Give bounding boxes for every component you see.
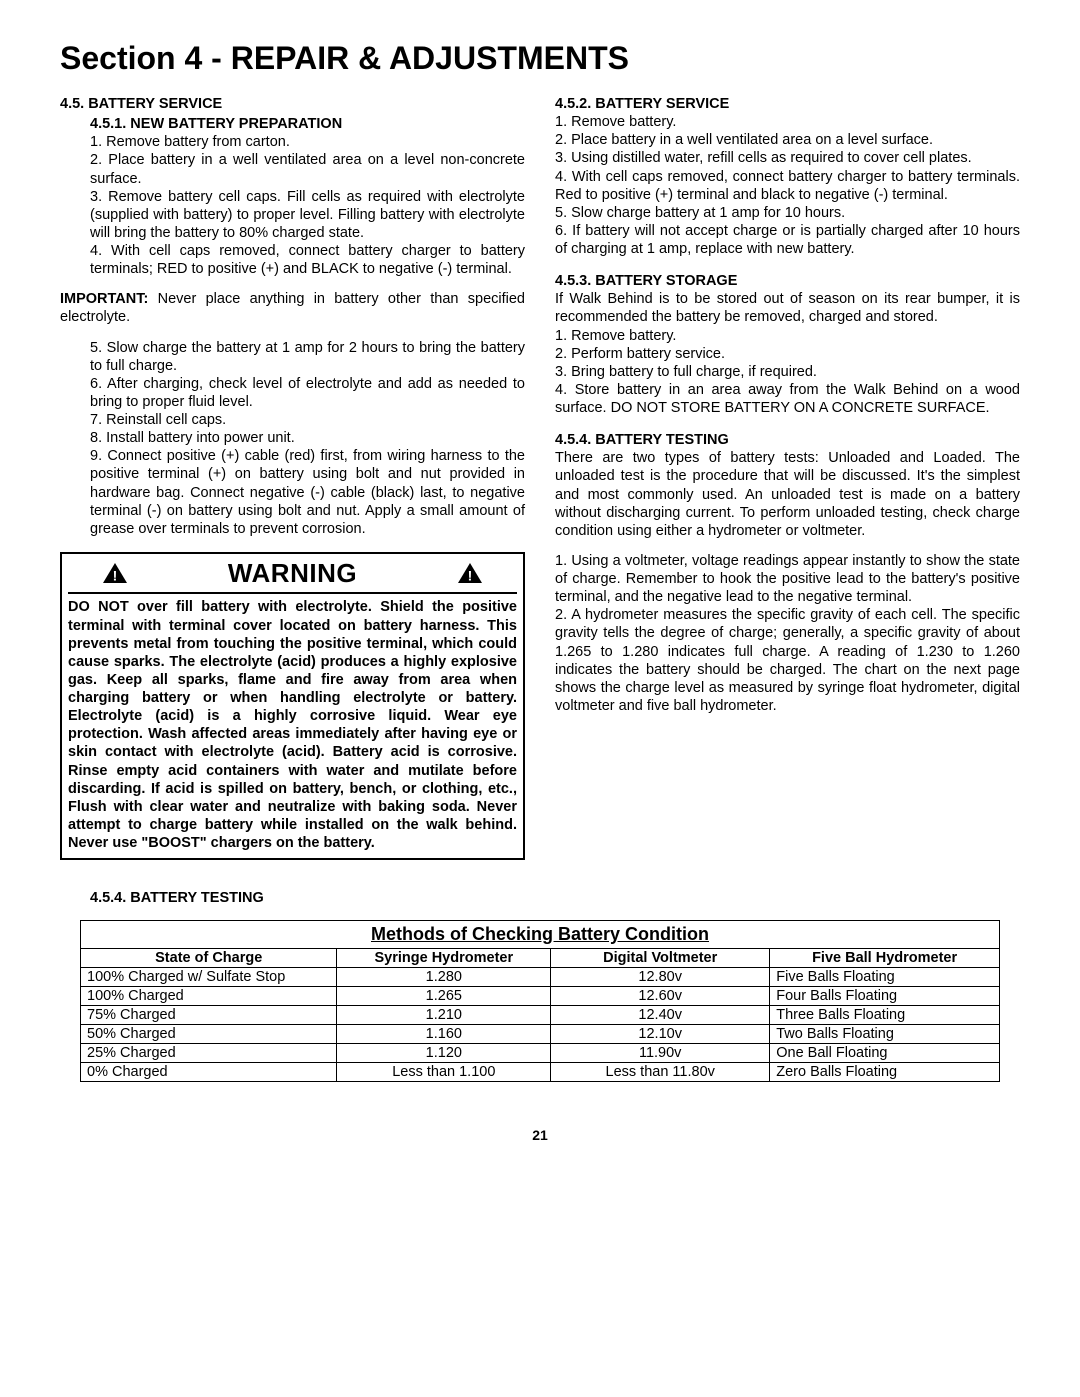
- step: 3. Bring battery to full charge, if requ…: [555, 363, 1020, 381]
- step: 2. Place battery in a well ventilated ar…: [60, 151, 525, 187]
- step: 3. Remove battery cell caps. Fill cells …: [60, 188, 525, 242]
- step: 4. With cell caps removed, connect batte…: [555, 168, 1020, 204]
- heading-4-5-3: 4.5.3. BATTERY STORAGE: [555, 272, 1020, 290]
- warning-title: WARNING: [228, 557, 357, 590]
- table-cell: 25% Charged: [81, 1044, 337, 1063]
- table-row: 50% Charged1.16012.10vTwo Balls Floating: [81, 1025, 1000, 1044]
- svg-text:!: !: [113, 568, 118, 584]
- table-cell: 1.280: [337, 968, 551, 987]
- step: 1. Remove battery.: [555, 327, 1020, 345]
- table-cell: 12.60v: [551, 987, 770, 1006]
- step: 8. Install battery into power unit.: [60, 429, 525, 447]
- step: 1. Remove battery.: [555, 113, 1020, 131]
- step: 2. Perform battery service.: [555, 345, 1020, 363]
- step: 5. Slow charge battery at 1 amp for 10 h…: [555, 204, 1020, 222]
- table-row: 75% Charged1.21012.40vThree Balls Floati…: [81, 1006, 1000, 1025]
- right-column: 4.5.2. BATTERY SERVICE 1. Remove battery…: [555, 93, 1020, 860]
- table-cell: One Ball Floating: [770, 1044, 1000, 1063]
- table-cell: 0% Charged: [81, 1063, 337, 1082]
- table-cell: 12.40v: [551, 1006, 770, 1025]
- table-cell: 50% Charged: [81, 1025, 337, 1044]
- table-row: 100% Charged w/ Sulfate Stop1.28012.80vF…: [81, 968, 1000, 987]
- section-title: Section 4 - REPAIR & ADJUSTMENTS: [60, 40, 1020, 77]
- step: 2. A hydrometer measures the specific gr…: [555, 606, 1020, 715]
- table-cell: Five Balls Floating: [770, 968, 1000, 987]
- warning-box: ! WARNING ! DO NOT over fill battery wit…: [60, 552, 525, 860]
- step: 6. After charging, check level of electr…: [60, 375, 525, 411]
- warning-body: DO NOT over fill battery with electrolyt…: [68, 598, 517, 852]
- table-cell: 1.160: [337, 1025, 551, 1044]
- table-cell: 1.265: [337, 987, 551, 1006]
- step: 3. Using distilled water, refill cells a…: [555, 149, 1020, 167]
- heading-4-5-1: 4.5.1. NEW BATTERY PREPARATION: [60, 115, 525, 133]
- table-cell: 100% Charged w/ Sulfate Stop: [81, 968, 337, 987]
- heading-4-5-4-repeat: 4.5.4. BATTERY TESTING: [60, 890, 1020, 906]
- heading-4-5-4: 4.5.4. BATTERY TESTING: [555, 431, 1020, 449]
- step: 2. Place battery in a well ventilated ar…: [555, 131, 1020, 149]
- heading-4-5: 4.5. BATTERY SERVICE: [60, 95, 525, 113]
- important-label: IMPORTANT:: [60, 291, 148, 307]
- step: 1. Remove battery from carton.: [60, 133, 525, 151]
- table-title-row: Methods of Checking Battery Condition: [81, 921, 1000, 949]
- table-cell: Less than 1.100: [337, 1063, 551, 1082]
- col-header: Syringe Hydrometer: [337, 949, 551, 968]
- step: 4. With cell caps removed, connect batte…: [60, 242, 525, 278]
- left-column: 4.5. BATTERY SERVICE 4.5.1. NEW BATTERY …: [60, 93, 525, 860]
- table-row: 100% Charged1.26512.60vFour Balls Floati…: [81, 987, 1000, 1006]
- col-header: Digital Voltmeter: [551, 949, 770, 968]
- table-cell: Three Balls Floating: [770, 1006, 1000, 1025]
- testing-intro: There are two types of battery tests: Un…: [555, 449, 1020, 540]
- table-row: 0% ChargedLess than 1.100Less than 11.80…: [81, 1063, 1000, 1082]
- two-column-layout: 4.5. BATTERY SERVICE 4.5.1. NEW BATTERY …: [60, 93, 1020, 860]
- table-cell: 1.210: [337, 1006, 551, 1025]
- table-cell: Four Balls Floating: [770, 987, 1000, 1006]
- page-number: 21: [60, 1127, 1020, 1143]
- step: 9. Connect positive (+) cable (red) firs…: [60, 447, 525, 538]
- col-header: State of Charge: [81, 949, 337, 968]
- table-cell: Two Balls Floating: [770, 1025, 1000, 1044]
- table-cell: 75% Charged: [81, 1006, 337, 1025]
- table-cell: 12.10v: [551, 1025, 770, 1044]
- battery-condition-table: Methods of Checking Battery Condition St…: [80, 920, 1000, 1082]
- table-title: Methods of Checking Battery Condition: [81, 921, 1000, 949]
- svg-text:!: !: [468, 568, 473, 584]
- warning-header: ! WARNING !: [68, 557, 517, 595]
- col-header: Five Ball Hydrometer: [770, 949, 1000, 968]
- table-cell: 11.90v: [551, 1044, 770, 1063]
- table-header-row: State of Charge Syringe Hydrometer Digit…: [81, 949, 1000, 968]
- storage-intro: If Walk Behind is to be stored out of se…: [555, 290, 1020, 326]
- table-cell: 100% Charged: [81, 987, 337, 1006]
- step: 7. Reinstall cell caps.: [60, 411, 525, 429]
- step: 1. Using a voltmeter, voltage readings a…: [555, 552, 1020, 606]
- table-cell: Less than 11.80v: [551, 1063, 770, 1082]
- table-cell: 1.120: [337, 1044, 551, 1063]
- table-row: 25% Charged1.12011.90vOne Ball Floating: [81, 1044, 1000, 1063]
- table-cell: 12.80v: [551, 968, 770, 987]
- step: 6. If battery will not accept charge or …: [555, 222, 1020, 258]
- step: 4. Store battery in an area away from th…: [555, 381, 1020, 417]
- warning-icon: !: [102, 562, 128, 584]
- step: 5. Slow charge the battery at 1 amp for …: [60, 339, 525, 375]
- important-note: IMPORTANT: Never place anything in batte…: [60, 290, 525, 326]
- table-cell: Zero Balls Floating: [770, 1063, 1000, 1082]
- warning-icon: !: [457, 562, 483, 584]
- heading-4-5-2: 4.5.2. BATTERY SERVICE: [555, 95, 1020, 113]
